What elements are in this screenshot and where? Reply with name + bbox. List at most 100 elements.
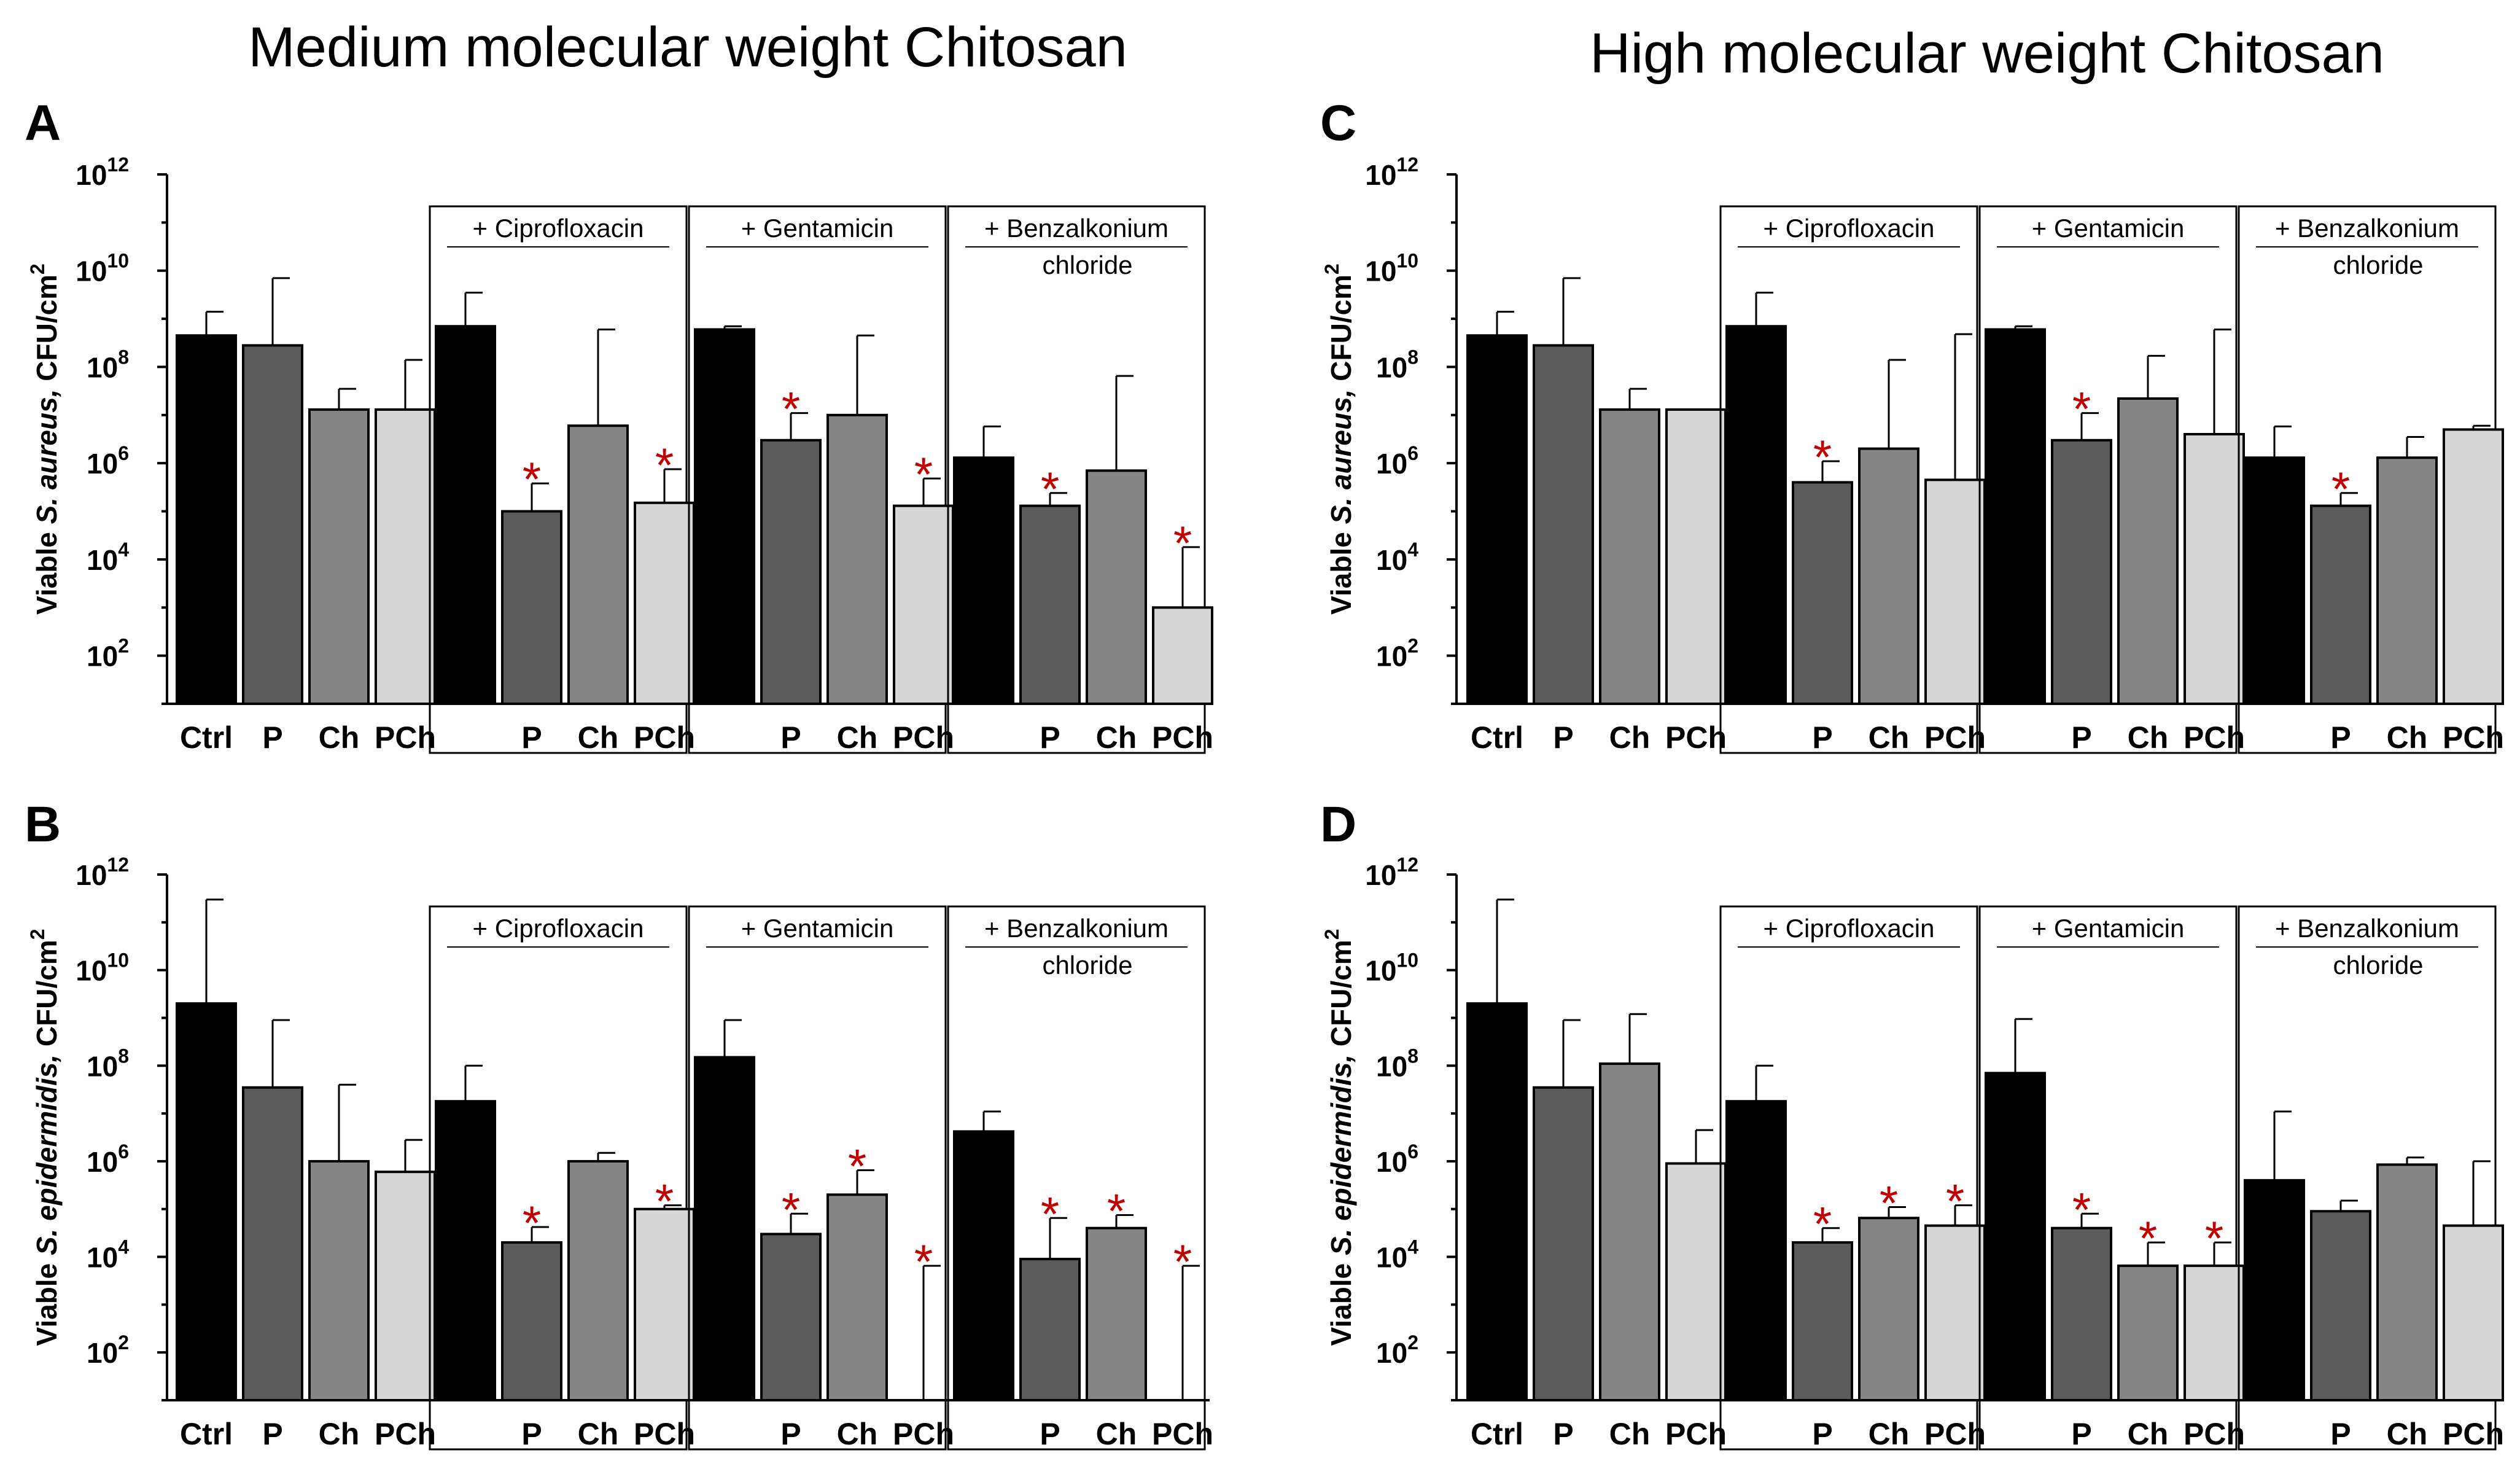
bar-pch: [2184, 1264, 2245, 1402]
category-label: PCh: [1665, 1417, 1727, 1451]
significance-star: *: [655, 1174, 674, 1228]
y-tick-label: 1012: [1365, 154, 1418, 191]
bar-ch: [826, 413, 888, 705]
significance-star: *: [1041, 1186, 1059, 1241]
category-label: PCh: [1152, 1417, 1213, 1451]
category-label: P: [2330, 720, 2351, 755]
group-label: + Benzalkonium: [984, 914, 1169, 943]
left-title: Medium molecular weight Chitosan: [248, 16, 1127, 79]
bar-p: [501, 510, 562, 706]
group-label: + Ciprofloxacin: [1764, 914, 1935, 943]
category-label: Ch: [2128, 1417, 2169, 1451]
group-label: + Ciprofloxacin: [473, 914, 644, 943]
category-label: P: [262, 1417, 282, 1451]
bar-p: [2051, 1226, 2112, 1401]
bar-ctrl: [953, 456, 1014, 705]
significance-star: *: [1041, 462, 1059, 516]
y-axis-title: Viable S. aureus, CFU/cm2: [1321, 263, 1357, 615]
category-label: P: [521, 720, 542, 755]
category-label: Ctrl: [180, 1417, 233, 1451]
group-box: [947, 905, 1206, 1451]
group-label: + Benzalkonium: [2275, 214, 2459, 243]
bar-ch: [2117, 397, 2179, 705]
group-label-line2: chloride: [2333, 251, 2423, 279]
bar-pch: [1924, 1224, 1986, 1401]
panel-label: D: [1320, 797, 1356, 852]
category-label: P: [1040, 720, 1060, 755]
significance-star: *: [782, 382, 800, 436]
significance-star: *: [914, 447, 933, 501]
category-label: PCh: [2184, 1417, 2245, 1451]
category-label: PCh: [375, 720, 436, 755]
category-label: P: [2330, 1417, 2351, 1451]
category-label: Ch: [2128, 720, 2169, 755]
group-label: + Ciprofloxacin: [1764, 214, 1935, 243]
category-label: Ch: [578, 1417, 619, 1451]
bar-ch: [826, 1193, 888, 1401]
bar-pch: [375, 1171, 436, 1402]
group-label: + Gentamicin: [741, 214, 894, 243]
category-label: Ctrl: [1471, 720, 1523, 755]
significance-star: *: [848, 1139, 866, 1193]
panel-d: D 102 104 106 108 1010 1012 Viable S. epidermid…: [1320, 797, 2504, 1451]
bar-p: [2310, 504, 2371, 706]
category-label: PCh: [2184, 720, 2245, 755]
category-label: P: [1812, 720, 1832, 755]
category-label: PCh: [2443, 720, 2504, 755]
y-tick-label: 106: [1376, 1140, 1418, 1178]
category-label: Ch: [2387, 1417, 2428, 1451]
y-tick-label: 102: [1376, 635, 1418, 672]
category-label: Ch: [837, 720, 878, 755]
y-tick-label: 106: [87, 442, 129, 480]
y-tick-label: 108: [87, 1045, 129, 1082]
group-label-line2: chloride: [2333, 951, 2423, 980]
bar-pch: [375, 408, 436, 705]
category-label: PCh: [1924, 720, 1986, 755]
significance-star: *: [2072, 382, 2091, 436]
bar-p: [501, 1241, 562, 1402]
category-label: Ch: [319, 720, 360, 755]
right-title: High molecular weight Chitosan: [1590, 22, 2384, 85]
significance-star: *: [1107, 1183, 1126, 1237]
y-tick-label: 1012: [76, 854, 129, 891]
y-axis-title: Viable S. aureus, CFU/cm2: [26, 263, 63, 615]
category-label: Ctrl: [1471, 1417, 1523, 1451]
bar-p: [760, 438, 822, 705]
bar-ch: [567, 424, 629, 705]
bar-ctrl: [176, 334, 237, 705]
y-tick-label: 1010: [76, 949, 129, 987]
bar-p: [242, 344, 303, 705]
panel-label: C: [1320, 95, 1356, 151]
bar-pch: [1665, 408, 1727, 705]
y-tick-label: 1010: [1365, 949, 1418, 987]
bar-p: [1792, 1241, 1853, 1402]
bar-p: [1533, 1086, 1594, 1402]
category-label: Ch: [1869, 1417, 1910, 1451]
y-tick-label: 108: [1376, 1045, 1418, 1082]
bar-ctrl: [435, 325, 496, 705]
bar-ctrl: [953, 1130, 1014, 1401]
bar-p: [242, 1086, 303, 1402]
group-box: [688, 205, 947, 754]
significance-star: *: [2139, 1211, 2157, 1265]
category-label: PCh: [893, 720, 954, 755]
bar-ctrl: [1985, 1072, 2046, 1401]
y-tick-label: 1010: [1365, 250, 1418, 287]
panel-a: A 102 104 106 108 1010 1012 Viable S. aureus, C…: [25, 95, 1213, 755]
significance-star: *: [1173, 1234, 1192, 1288]
group-label-line2: chloride: [1042, 951, 1132, 980]
bar-ch: [1599, 408, 1660, 705]
bar-ch: [2117, 1264, 2179, 1402]
group-label: + Gentamicin: [2032, 914, 2185, 943]
bar-pch: [1152, 606, 1213, 705]
bar-p: [1792, 481, 1853, 705]
y-tick-label: 102: [87, 635, 129, 672]
panel-label: A: [25, 95, 61, 151]
bar-ch: [1858, 1217, 1919, 1401]
panel-b: B 102 104 106 108 1010 1012 Viable S. epidermid…: [25, 797, 1213, 1451]
category-label: PCh: [2443, 1417, 2504, 1451]
y-axis-title: Viable S. epidermidis, CFU/cm2: [1321, 929, 1357, 1346]
bar-pch: [634, 501, 695, 705]
bar-pch: [634, 1207, 695, 1402]
group-box: [1978, 905, 2238, 1451]
